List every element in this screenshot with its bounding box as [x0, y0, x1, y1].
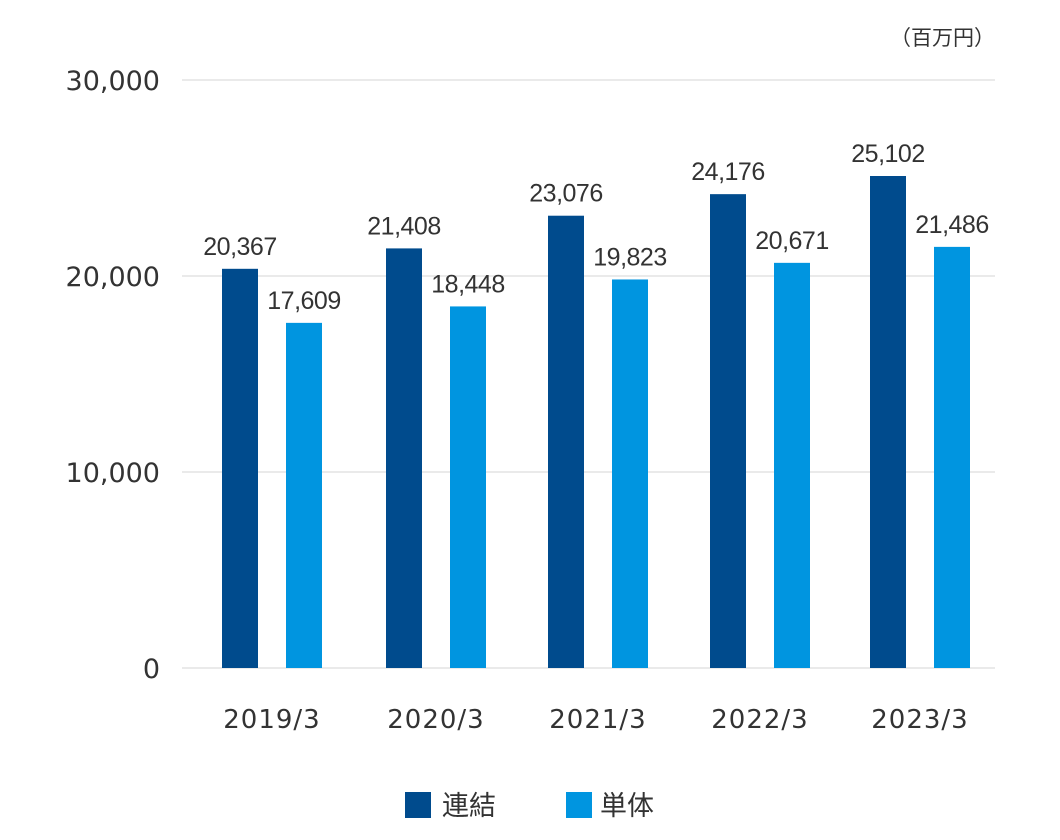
legend-label: 単体 [600, 791, 654, 822]
data-label: 20,367 [203, 233, 276, 261]
bar [548, 215, 584, 669]
bar [934, 246, 970, 669]
bar [222, 268, 258, 668]
legend: 連結 単体 [405, 791, 654, 822]
y-axis-ticks: 0 10,000 20,000 30,000 [66, 66, 160, 685]
legend-label: 連結 [442, 791, 496, 822]
data-label: 17,609 [267, 287, 340, 315]
y-tick-label: 30,000 [66, 66, 160, 97]
data-label: 20,671 [755, 227, 828, 255]
x-tick-label: 2020/3 [387, 705, 484, 735]
bars [222, 176, 970, 669]
unit-label: （百万円） [890, 26, 995, 50]
x-tick-label: 2019/3 [223, 705, 320, 735]
bar [774, 262, 810, 668]
bar [450, 306, 486, 668]
data-label: 18,448 [431, 270, 504, 298]
data-label: 24,176 [691, 158, 764, 186]
data-labels: 20,367 17,609 21,408 18,448 23,076 19,823 24,1… [203, 140, 989, 315]
bar [612, 279, 648, 668]
x-tick-label: 2021/3 [549, 705, 646, 735]
y-tick-label: 0 [143, 654, 160, 685]
bar [286, 322, 322, 668]
bar [870, 176, 906, 668]
x-tick-label: 2022/3 [711, 705, 808, 735]
bar [710, 194, 746, 669]
legend-swatch [566, 792, 592, 818]
x-tick-label: 2023/3 [871, 705, 968, 735]
data-label: 25,102 [851, 140, 924, 168]
data-label: 19,823 [593, 243, 666, 271]
x-axis-ticks: 2019/3 2020/3 2021/3 2022/3 2023/3 [223, 705, 968, 735]
legend-swatch [405, 792, 431, 818]
data-label: 21,408 [367, 212, 440, 240]
data-label: 23,076 [529, 180, 602, 208]
data-label: 21,486 [915, 211, 988, 239]
y-tick-label: 10,000 [66, 458, 160, 489]
y-tick-label: 20,000 [66, 262, 160, 293]
bar [386, 248, 422, 668]
